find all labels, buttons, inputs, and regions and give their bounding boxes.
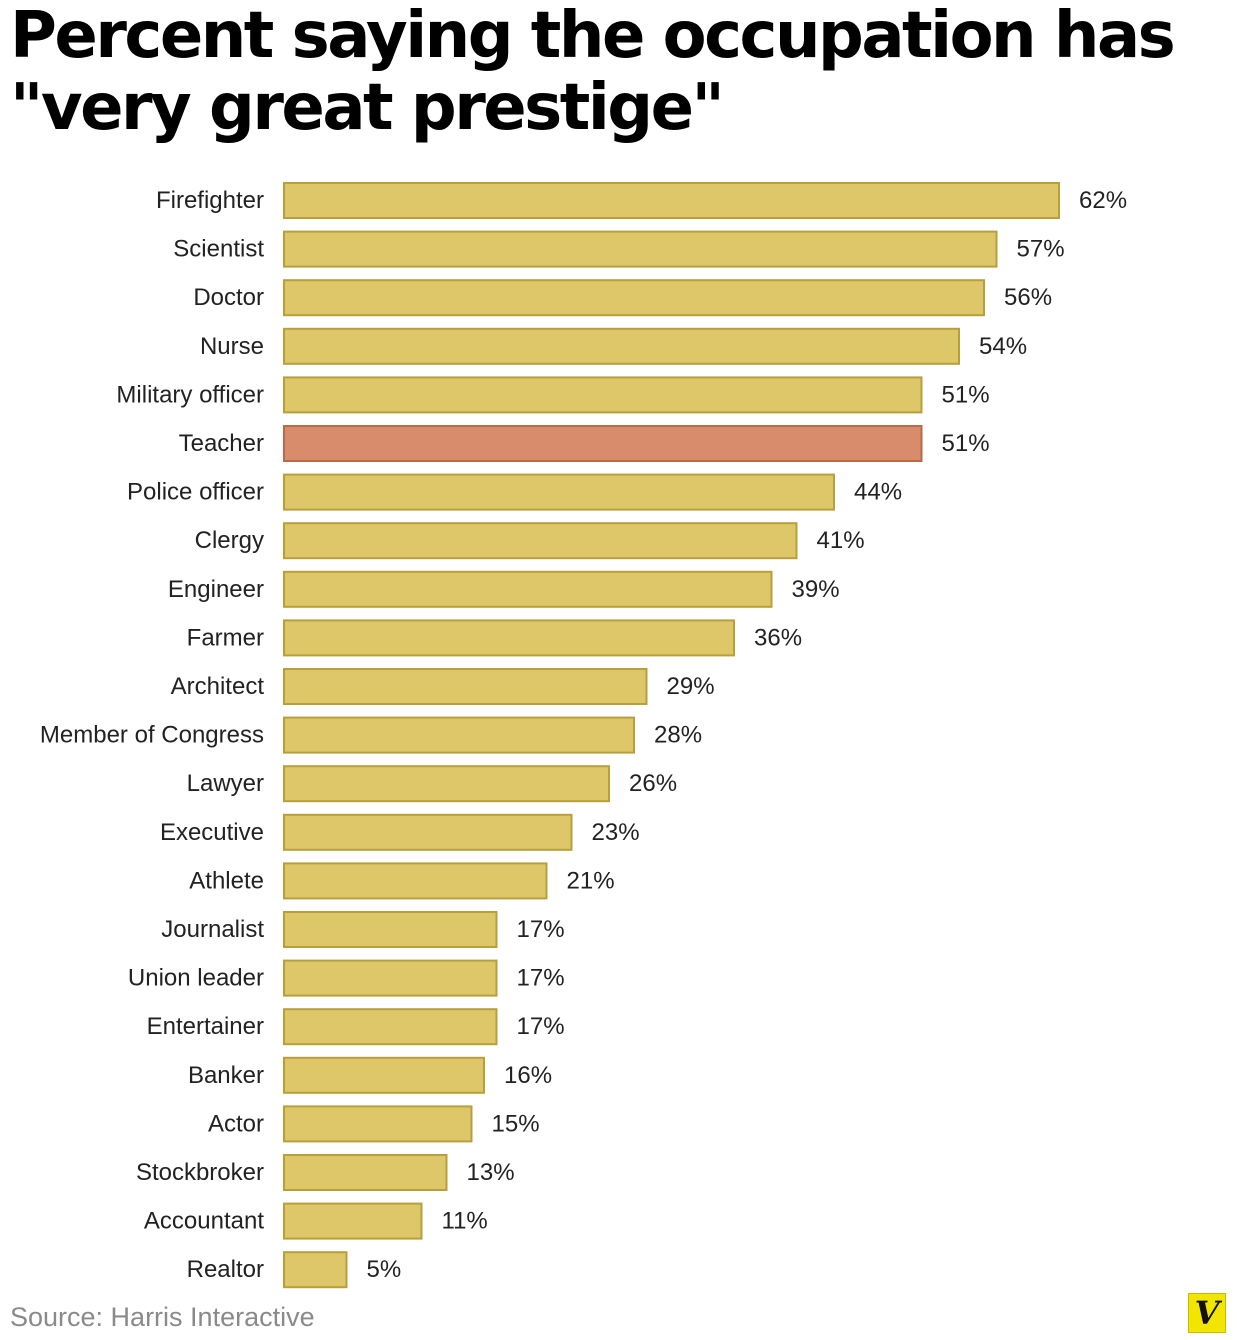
category-label-doctor: Doctor (193, 284, 264, 311)
bar-realtor (283, 1251, 348, 1289)
category-label-actor: Actor (208, 1110, 264, 1137)
value-label-doctor: 56% (1004, 284, 1052, 311)
value-label-accountant: 11% (442, 1208, 488, 1235)
category-label-architect: Architect (171, 673, 265, 700)
bar-stockbroker (283, 1154, 448, 1191)
value-label-actor: 15% (492, 1110, 540, 1137)
bar-doctor (283, 279, 985, 317)
category-label-banker: Banker (188, 1062, 264, 1089)
value-label-nurse: 54% (979, 333, 1027, 360)
value-label-realtor: 5% (367, 1256, 402, 1283)
category-label-scientist: Scientist (173, 236, 264, 263)
bar-firefighter (283, 182, 1060, 219)
bar-actor (283, 1105, 473, 1143)
bar-member-of-congress (283, 716, 635, 754)
value-label-teacher: 51% (942, 430, 990, 457)
chart-title: Percent saying the occupation has "very … (10, 0, 1176, 145)
category-label-accountant: Accountant (144, 1208, 264, 1235)
bar-accountant (283, 1202, 423, 1240)
bar-chart: Firefighter 62% Scientist 57% Doctor 56% Nurse… (40, 182, 1127, 1289)
value-label-police-officer: 44% (854, 479, 902, 506)
value-label-member-of-congress: 28% (654, 722, 702, 749)
category-label-engineer: Engineer (168, 576, 264, 603)
value-label-executive: 23% (592, 819, 640, 846)
value-label-stockbroker: 13% (467, 1159, 515, 1186)
bar-police-officer (283, 473, 835, 511)
value-label-architect: 29% (667, 673, 715, 700)
value-label-farmer: 36% (754, 624, 802, 651)
source-note: Source: Harris Interactive (10, 1302, 315, 1332)
bar-farmer (283, 619, 735, 657)
category-label-clergy: Clergy (195, 527, 264, 554)
bar-military-officer (283, 376, 923, 414)
value-label-engineer: 39% (792, 576, 840, 603)
category-label-executive: Executive (160, 819, 264, 846)
category-label-journalist: Journalist (161, 916, 264, 943)
bar-architect (283, 668, 648, 705)
category-label-nurse: Nurse (200, 333, 264, 360)
bar-engineer (283, 570, 773, 608)
category-label-military-officer: Military officer (116, 381, 264, 408)
value-label-entertainer: 17% (517, 1013, 565, 1040)
value-label-journalist: 17% (517, 916, 565, 943)
bar-nurse (283, 327, 960, 365)
bar-scientist (283, 230, 998, 268)
value-label-firefighter: 62% (1079, 187, 1127, 214)
value-label-union-leader: 17% (517, 965, 565, 992)
bar-journalist (283, 911, 498, 948)
bar-executive (283, 813, 573, 851)
value-label-military-officer: 51% (942, 381, 990, 408)
category-label-firefighter: Firefighter (156, 187, 264, 214)
category-label-entertainer: Entertainer (147, 1013, 264, 1040)
bar-clergy (283, 522, 798, 560)
bar-entertainer (283, 1008, 498, 1046)
value-label-athlete: 21% (567, 867, 615, 894)
bar-union-leader (283, 959, 498, 997)
value-label-banker: 16% (504, 1062, 552, 1089)
category-label-union-leader: Union leader (128, 965, 264, 992)
category-label-lawyer: Lawyer (187, 770, 264, 797)
value-label-clergy: 41% (817, 527, 865, 554)
bar-teacher (283, 425, 923, 462)
value-label-scientist: 57% (1017, 236, 1065, 263)
category-label-realtor: Realtor (187, 1256, 264, 1283)
logo-letter: V (1194, 1294, 1220, 1332)
category-label-farmer: Farmer (187, 624, 264, 651)
bar-banker (283, 1056, 485, 1094)
value-label-lawyer: 26% (629, 770, 677, 797)
category-label-member-of-congress: Member of Congress (40, 722, 264, 749)
category-label-stockbroker: Stockbroker (136, 1159, 264, 1186)
vox-logo-icon: V (1188, 1293, 1226, 1333)
category-label-teacher: Teacher (179, 430, 264, 457)
category-label-athlete: Athlete (189, 867, 264, 894)
category-label-police-officer: Police officer (127, 479, 264, 506)
bar-athlete (283, 862, 548, 900)
bar-lawyer (283, 765, 610, 803)
